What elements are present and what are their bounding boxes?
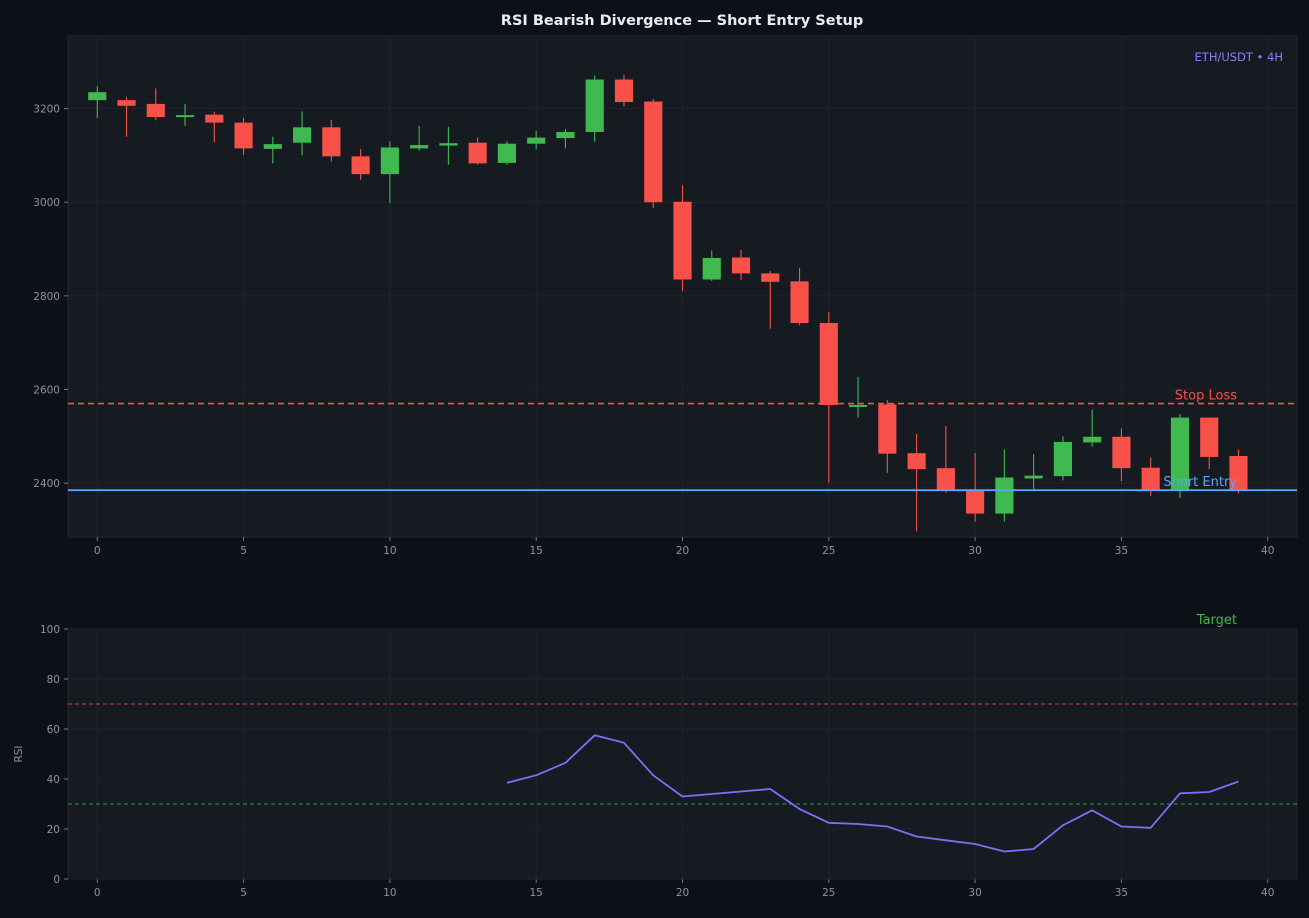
rsi-y-tick-label: 80 bbox=[47, 674, 60, 686]
price-x-tick-label: 20 bbox=[676, 545, 689, 557]
rsi-y-tick-label: 100 bbox=[40, 624, 60, 636]
price-x-tick-label: 40 bbox=[1261, 545, 1274, 557]
candle-body bbox=[293, 127, 312, 143]
candle-body bbox=[146, 103, 165, 118]
rsi-y-tick-label: 20 bbox=[47, 824, 60, 836]
rsi-x-tick-label: 25 bbox=[822, 887, 835, 899]
chart-subtitle: ETH/USDT • 4H bbox=[1195, 50, 1283, 64]
target-label: Target bbox=[1196, 613, 1237, 628]
price-x-tick-label: 30 bbox=[968, 545, 981, 557]
price-x-tick-label: 35 bbox=[1115, 545, 1128, 557]
candle-body bbox=[410, 145, 429, 149]
candle-body bbox=[614, 79, 634, 103]
price-x-tick-label: 15 bbox=[530, 545, 543, 557]
candle-body bbox=[731, 257, 751, 274]
candle-body bbox=[1170, 417, 1190, 490]
candle-body bbox=[88, 92, 107, 101]
candle-body bbox=[1024, 475, 1043, 479]
candle-body bbox=[468, 142, 487, 164]
rsi-x-tick-label: 40 bbox=[1261, 887, 1274, 899]
rsi-x-tick-label: 5 bbox=[240, 887, 247, 899]
candle-body bbox=[117, 100, 136, 106]
rsi-y-tick-label: 60 bbox=[47, 724, 60, 736]
candle-body bbox=[907, 453, 926, 470]
rsi-x-tick-label: 15 bbox=[530, 887, 543, 899]
candle-body bbox=[1112, 436, 1131, 469]
rsi-x-tick-label: 35 bbox=[1115, 887, 1128, 899]
rsi-y-axis-label: RSI bbox=[13, 745, 25, 762]
rsi-x-tick-label: 20 bbox=[676, 887, 689, 899]
price-x-tick-label: 25 bbox=[822, 545, 835, 557]
candle-body bbox=[1229, 455, 1248, 490]
candle-body bbox=[995, 477, 1014, 514]
candle-body bbox=[1053, 441, 1072, 477]
stop-loss-label: Stop Loss bbox=[1175, 389, 1237, 404]
candle-body bbox=[263, 144, 282, 149]
price-panel: 0 5 10 15 20 25 30 35 40 2400 2600 2800 3000 3200 Stop… bbox=[33, 35, 1298, 628]
candle-body bbox=[351, 156, 370, 175]
price-y-tick-label: 3200 bbox=[33, 104, 60, 116]
candle-body bbox=[380, 147, 399, 175]
short-entry-label: Short Entry bbox=[1163, 475, 1237, 490]
candle-body bbox=[819, 323, 838, 405]
candle-body bbox=[878, 404, 897, 454]
price-y-tick-label: 2400 bbox=[33, 478, 60, 490]
price-y-tick-label: 2800 bbox=[33, 291, 60, 303]
candle-body bbox=[175, 115, 195, 118]
price-y-tick-label: 3000 bbox=[33, 197, 60, 209]
rsi-y-tick-label: 0 bbox=[53, 874, 60, 886]
candle-body bbox=[527, 137, 546, 144]
candle-body bbox=[790, 281, 809, 324]
candle-body bbox=[322, 127, 341, 157]
candle-body bbox=[966, 490, 985, 514]
candle-body bbox=[585, 79, 604, 132]
candle-body bbox=[1083, 436, 1102, 443]
chart-title: RSI Bearish Divergence — Short Entry Set… bbox=[501, 13, 863, 29]
candle-body bbox=[556, 131, 575, 139]
rsi-y-tick-label: 40 bbox=[47, 774, 60, 786]
candle-body bbox=[702, 257, 721, 280]
rsi-x-tick-label: 10 bbox=[383, 887, 396, 899]
candle-body bbox=[1141, 467, 1160, 491]
candle-body bbox=[234, 122, 253, 149]
candle-body bbox=[849, 404, 868, 407]
candle-body bbox=[439, 143, 458, 146]
rsi-series-line bbox=[506, 734, 1239, 853]
candle-body bbox=[644, 101, 663, 203]
price-x-tick-label: 10 bbox=[383, 545, 396, 557]
price-y-tick-label: 2600 bbox=[33, 385, 60, 397]
price-x-tick-label: 0 bbox=[94, 545, 101, 557]
candle-body bbox=[205, 114, 224, 123]
candle-body bbox=[497, 143, 516, 163]
rsi-x-tick-label: 0 bbox=[94, 887, 101, 899]
rsi-panel: 0 5 10 15 20 25 30 35 40 0 20 40 60 80 100 RSI bbox=[13, 624, 1298, 899]
price-x-tick-label: 5 bbox=[240, 545, 247, 557]
candle-body bbox=[761, 273, 780, 282]
candle-body bbox=[673, 201, 692, 280]
candle-body bbox=[1200, 417, 1219, 457]
rsi-x-tick-label: 30 bbox=[968, 887, 981, 899]
candle-body bbox=[936, 468, 955, 491]
